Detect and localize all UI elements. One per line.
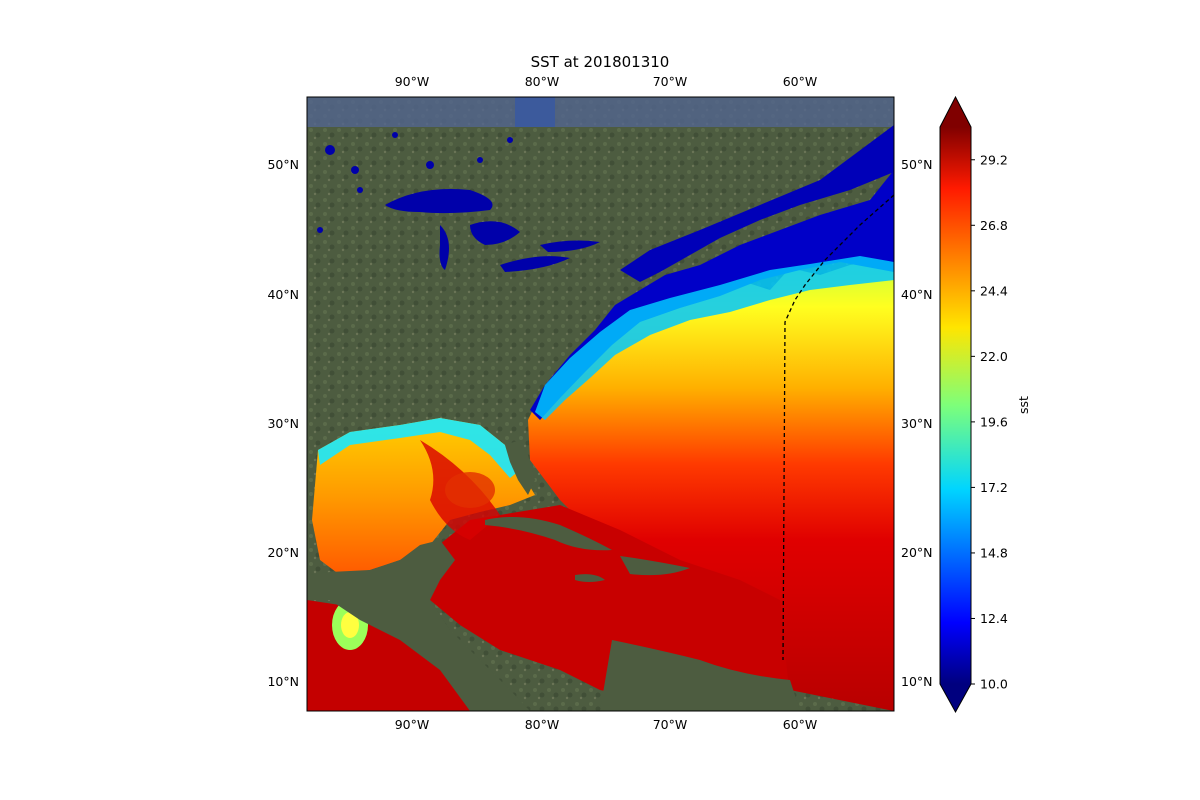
lon-tick-label: 90°W [395,74,430,89]
colorbar-gradient [940,127,971,684]
colorbar-outline [939,95,972,714]
lat-tick-label: 10°N [901,674,933,689]
lat-tick-label: 30°N [267,416,299,431]
lon-ticks-top: 90°W 80°W 70°W 60°W [395,74,818,89]
colorbar-tick-label: 22.0 [980,349,1008,364]
lon-tick-label: 60°W [783,717,818,732]
lat-tick-label: 20°N [901,545,933,560]
colorbar-tick-label: 24.4 [980,283,1008,298]
lat-tick-label: 50°N [267,157,299,172]
lon-tick-label: 90°W [395,717,430,732]
colorbar-tick-label: 26.8 [980,218,1008,233]
colorbar-label: sst [1016,396,1031,414]
colorbar-tick-label: 19.6 [980,414,1008,429]
lon-tick-label: 60°W [783,74,818,89]
lat-ticks-right: 50°N 40°N 30°N 20°N 10°N [901,157,933,689]
colorbar-tick-label: 29.2 [980,152,1008,167]
lat-tick-label: 40°N [901,287,933,302]
lon-ticks-bottom: 90°W 80°W 70°W 60°W [395,717,818,732]
colorbar-tick-label: 14.8 [980,545,1008,560]
lat-tick-label: 10°N [267,674,299,689]
great-lakes [317,132,600,272]
lon-tick-label: 70°W [653,74,688,89]
colorbar-ticks: 29.2 26.8 24.4 22.0 19.6 17.2 14.8 12.4 10.0 [971,152,1008,692]
lat-ticks-left: 50°N 40°N 30°N 20°N 10°N [267,157,299,689]
colorbar: 29.2 26.8 24.4 22.0 19.6 17.2 14.8 12.4 10.0 sst [939,95,1031,714]
islands [485,516,800,711]
map-frame [306,96,895,712]
lat-tick-label: 20°N [267,545,299,560]
lon-tick-label: 70°W [653,717,688,732]
colorbar-tick-label: 12.4 [980,611,1008,626]
central-america [307,540,530,711]
florida-peninsula [505,440,535,495]
colorbar-extend-bottom [940,684,971,712]
colorbar-tick-label: 17.2 [980,480,1008,495]
lat-tick-label: 40°N [267,287,299,302]
colorbar-tick-label: 10.0 [980,677,1008,692]
lon-tick-label: 80°W [525,74,560,89]
imagery-strip [307,97,894,127]
lat-tick-label: 30°N [901,416,933,431]
boundary-line [782,194,895,661]
lat-tick-label: 50°N [901,157,933,172]
colorbar-extend-top [940,97,971,127]
gulf-of-mexico [312,418,535,575]
chart-title: SST at 201801310 [531,53,670,71]
atlantic-ocean [528,262,894,711]
map-area [307,97,894,711]
lon-tick-label: 80°W [525,717,560,732]
